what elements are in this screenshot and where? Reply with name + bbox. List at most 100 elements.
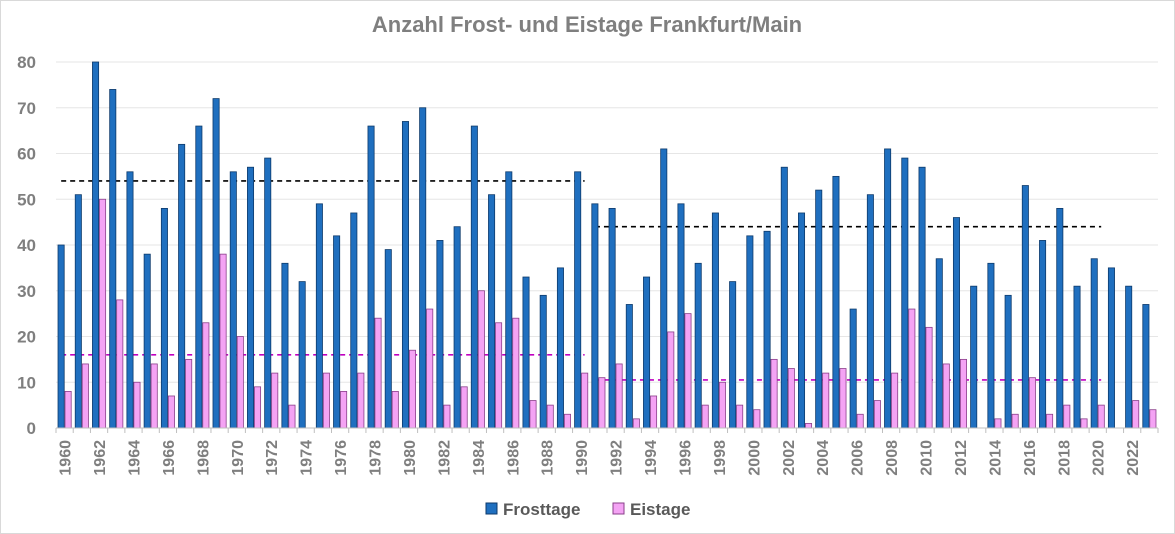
bar-frosttage-1997 <box>694 262 702 429</box>
bar-frosttage-2008 <box>884 148 892 429</box>
y-tick-label-40: 40 <box>17 236 36 255</box>
x-tick-label-1966: 1966 <box>161 440 178 476</box>
legend-swatch-frosttage <box>485 502 498 515</box>
x-tick-label-2018: 2018 <box>1056 440 1073 476</box>
bar-eistage-1970 <box>236 336 244 429</box>
bar-eistage-1968 <box>202 322 210 429</box>
bar-eistage-2016 <box>1028 377 1036 429</box>
x-tick-label-1964: 1964 <box>126 440 143 476</box>
bar-frosttage-1965 <box>143 253 151 429</box>
bar-frosttage-1971 <box>247 166 255 429</box>
bar-frosttage-1993 <box>625 304 633 429</box>
bar-eistage-1988 <box>546 404 554 429</box>
bar-frosttage-2016 <box>1021 185 1029 429</box>
bar-eistage-2006 <box>856 413 864 429</box>
bar-eistage-1981 <box>426 308 434 429</box>
bar-eistage-1986 <box>512 317 520 429</box>
bar-frosttage-1963 <box>109 89 117 429</box>
bar-frosttage-1999 <box>729 281 737 429</box>
bar-eistage-2003 <box>805 423 813 429</box>
x-tick-label-2004: 2004 <box>815 440 832 476</box>
bar-eistage-1995 <box>667 331 675 429</box>
bar-eistage-2005 <box>839 368 847 429</box>
bar-frosttage-2012 <box>952 217 960 429</box>
x-tick-label-1984: 1984 <box>471 440 488 476</box>
bar-eistage-1967 <box>185 358 193 429</box>
bar-frosttage-2011 <box>935 258 943 429</box>
bar-eistage-2002 <box>787 368 795 429</box>
chart-title: Anzahl Frost- und Eistage Frankfurt/Main <box>372 12 802 37</box>
bar-eistage-1982 <box>443 404 451 429</box>
bar-eistage-2010 <box>925 326 933 429</box>
bar-frosttage-2006 <box>849 308 857 429</box>
bar-frosttage-2001 <box>763 230 771 429</box>
bar-frosttage-1985 <box>488 194 496 429</box>
bar-frosttage-1964 <box>126 171 134 429</box>
bar-eistage-1996 <box>684 313 692 429</box>
bar-frosttage-2013 <box>970 285 978 429</box>
x-tick-label-2016: 2016 <box>1022 440 1039 476</box>
bar-frosttage-1983 <box>453 226 461 429</box>
bar-eistage-2012 <box>959 358 967 429</box>
axes: 0 10 20 30 40 50 60 70 80 1960 1962 1964 1966 1968 197… <box>17 53 1159 476</box>
bar-frosttage-2004 <box>815 189 823 429</box>
bar-frosttage-1994 <box>643 276 651 429</box>
bar-frosttage-1987 <box>522 276 530 429</box>
bar-eistage-1961 <box>81 363 89 429</box>
bar-frosttage-1992 <box>608 207 616 429</box>
bar-eistage-1999 <box>736 404 744 429</box>
bar-eistage-1997 <box>701 404 709 429</box>
bar-eistage-2020 <box>1097 404 1105 429</box>
legend-label-eistage: Eistage <box>630 500 690 519</box>
bar-eistage-2008 <box>891 372 899 429</box>
bar-frosttage-2021 <box>1107 267 1115 429</box>
x-tick-label-2006: 2006 <box>850 440 867 476</box>
y-tick-label-0: 0 <box>27 419 36 438</box>
y-tick-label-20: 20 <box>17 328 36 347</box>
x-tick-label-1994: 1994 <box>643 440 660 476</box>
bar-frosttage-2007 <box>866 194 874 429</box>
bar-frosttage-1996 <box>677 203 685 429</box>
y-tick-label-50: 50 <box>17 190 36 209</box>
bar-frosttage-1972 <box>264 157 272 429</box>
x-tick-label-1980: 1980 <box>402 440 419 476</box>
x-tick-label-1986: 1986 <box>505 440 522 476</box>
bar-eistage-1975 <box>322 372 330 429</box>
bar-eistage-1984 <box>477 290 485 429</box>
bar-eistage-1989 <box>563 413 571 429</box>
bar-eistage-1971 <box>254 386 262 429</box>
y-tick-label-10: 10 <box>17 373 36 392</box>
bar-eistage-1980 <box>408 349 416 429</box>
bar-frosttage-1974 <box>298 281 306 429</box>
x-tick-label-1992: 1992 <box>609 440 626 476</box>
y-tick-label-80: 80 <box>17 53 36 72</box>
x-tick-label-1988: 1988 <box>540 440 557 476</box>
bar-eistage-1963 <box>116 299 124 429</box>
legend: Frosttage Eistage <box>485 500 690 519</box>
bar-eistage-1964 <box>133 381 141 429</box>
bar-frosttage-2000 <box>746 235 754 429</box>
bar-frosttage-1980 <box>401 121 409 429</box>
bar-frosttage-1989 <box>556 267 564 429</box>
bar-eistage-2001 <box>770 358 778 429</box>
x-tick-label-1968: 1968 <box>195 440 212 476</box>
x-tick-label-1960: 1960 <box>58 440 75 476</box>
x-tick-label-2008: 2008 <box>884 440 901 476</box>
bar-frosttage-2009 <box>901 157 909 429</box>
y-tick-label-60: 60 <box>17 145 36 164</box>
bar-eistage-1960 <box>64 390 72 429</box>
bar-eistage-2000 <box>753 409 761 429</box>
bar-eistage-1969 <box>219 253 227 429</box>
bar-frosttage-1991 <box>591 203 599 429</box>
bar-frosttage-1966 <box>160 207 168 429</box>
bar-frosttage-2005 <box>832 175 840 429</box>
bar-eistage-1972 <box>271 372 279 429</box>
bar-frosttage-2002 <box>780 166 788 429</box>
bar-frosttage-1988 <box>539 294 547 429</box>
bar-eistage-2009 <box>908 308 916 429</box>
bar-eistage-2007 <box>873 400 881 429</box>
bar-frosttage-1973 <box>281 262 289 429</box>
bar-frosttage-2010 <box>918 166 926 429</box>
bar-frosttage-1977 <box>350 212 358 429</box>
